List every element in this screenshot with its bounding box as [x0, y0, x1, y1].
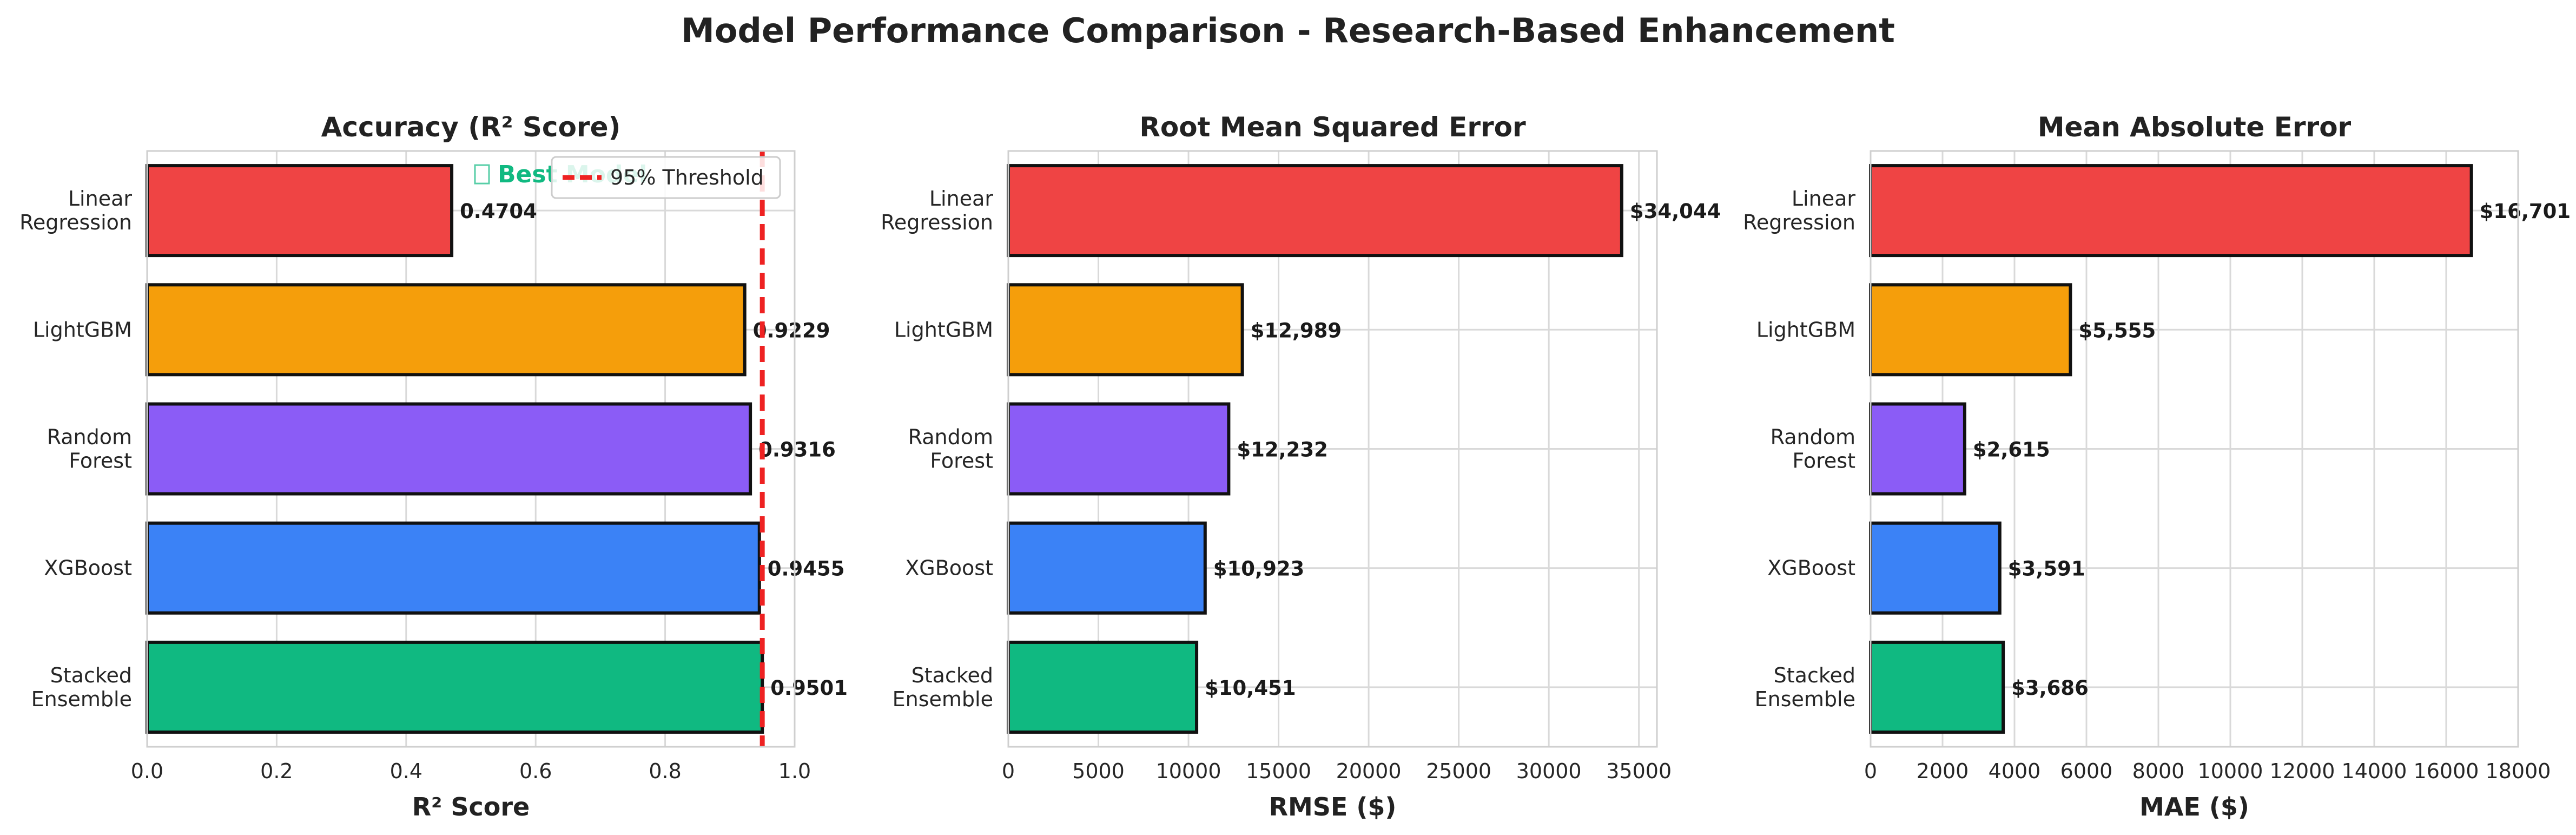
- chart1-xtick-label-2: 0.4: [390, 759, 422, 783]
- chart1-bar-xgboost: [146, 521, 761, 615]
- chart1-category-label-lightgbm: LightGBM: [33, 318, 132, 341]
- chart2-value-label-stacked-ensemble: $10,451: [1205, 676, 1296, 700]
- chart2-xtick-label-2: 10000: [1156, 759, 1221, 783]
- chart1-trophy-icon: [474, 164, 490, 185]
- chart2-bar-xgboost: [1007, 521, 1207, 615]
- chart2-value-label-linear-regression: $34,044: [1630, 200, 1721, 223]
- chart3-xtick-label-2: 4000: [1989, 759, 2041, 783]
- chart3-bar-stacked-ensemble: [1869, 640, 2005, 734]
- chart2-category-label-stacked-ensemble: Stacked Ensemble: [893, 663, 993, 711]
- chart2-bar-random-forest: [1007, 402, 1231, 496]
- chart2-bar-lightgbm: [1007, 283, 1244, 377]
- chart2-xtick-label-1: 5000: [1072, 759, 1125, 783]
- chart1-xtick-label-1: 0.2: [260, 759, 293, 783]
- chart1-category-label-stacked-ensemble: Stacked Ensemble: [31, 663, 132, 711]
- figure-title: Model Performance Comparison - Research-…: [681, 11, 1895, 50]
- chart1-legend-label: 95% Threshold: [610, 166, 764, 189]
- chart1-bar-random-forest: [146, 402, 752, 496]
- chart3-xtick-label-8: 16000: [2414, 759, 2479, 783]
- chart2-xaxis-label: RMSE ($): [1269, 792, 1397, 821]
- chart1-value-label-random-forest: 0.9316: [758, 438, 836, 462]
- chart3-xtick-label-7: 14000: [2342, 759, 2407, 783]
- chart3-category-label-linear-regression: Linear Regression: [1743, 187, 1855, 234]
- chart1-legend-box: [551, 156, 781, 199]
- chart3-xaxis-label: MAE ($): [2139, 792, 2249, 821]
- chart2-bar-linear-regression: [1007, 164, 1623, 258]
- chart2-value-label-lightgbm: $12,989: [1251, 319, 1342, 342]
- chart3-xtick-label-4: 8000: [2132, 759, 2185, 783]
- chart2-value-label-random-forest: $12,232: [1237, 438, 1328, 462]
- chart3-value-label-random-forest: $2,615: [1973, 438, 2050, 462]
- chart2-xtick-label-6: 30000: [1516, 759, 1582, 783]
- chart3-xtick-label-9: 18000: [2486, 759, 2551, 783]
- chart3-bar-linear-regression: [1869, 164, 2473, 258]
- chart2-xtick-label-5: 25000: [1426, 759, 1491, 783]
- chart2-plot-frame: [1007, 150, 1658, 748]
- chart1-xtick-label-3: 0.6: [519, 759, 552, 783]
- chart2-value-label-xgboost: $10,923: [1213, 557, 1305, 581]
- chart3-bar-xgboost: [1869, 521, 2002, 615]
- chart1-bar-linear-regression: [146, 164, 454, 258]
- chart3-xtick-label-0: 0: [1864, 759, 1877, 783]
- chart3-category-label-stacked-ensemble: Stacked Ensemble: [1755, 663, 1855, 711]
- chart2-xtick-label-4: 20000: [1336, 759, 1402, 783]
- chart3-xtick-label-1: 2000: [1917, 759, 1969, 783]
- chart3-value-label-xgboost: $3,591: [2008, 557, 2085, 581]
- chart1-category-label-random-forest: Random Forest: [47, 425, 132, 473]
- chart3-xtick-label-5: 10000: [2198, 759, 2263, 783]
- chart1-xtick-label-4: 0.8: [649, 759, 681, 783]
- chart3-value-label-stacked-ensemble: $3,686: [2011, 676, 2089, 700]
- chart3-category-label-xgboost: XGBoost: [1767, 556, 1855, 580]
- chart1-category-label-xgboost: XGBoost: [44, 556, 132, 580]
- chart3-category-label-lightgbm: LightGBM: [1756, 318, 1855, 341]
- chart3-plot-frame: [1870, 150, 2519, 748]
- chart1-xtick-label-5: 1.0: [778, 759, 811, 783]
- chart2-bar-stacked-ensemble: [1007, 640, 1199, 734]
- chart3-category-label-random-forest: Random Forest: [1771, 425, 1855, 473]
- chart2-title: Root Mean Squared Error: [1139, 111, 1526, 143]
- chart1-xtick-label-0: 0.0: [131, 759, 163, 783]
- chart3-xtick-label-6: 12000: [2270, 759, 2335, 783]
- chart1-xaxis-label: R² Score: [412, 792, 530, 821]
- chart3-xtick-label-3: 6000: [2060, 759, 2113, 783]
- chart1-value-label-linear-regression: 0.4704: [460, 200, 537, 223]
- chart1-value-label-stacked-ensemble: 0.9501: [770, 676, 848, 700]
- chart2-category-label-xgboost: XGBoost: [905, 556, 993, 580]
- chart2-category-label-random-forest: Random Forest: [908, 425, 993, 473]
- chart3-title: Mean Absolute Error: [2038, 111, 2352, 143]
- chart1-value-label-xgboost: 0.9455: [768, 557, 845, 581]
- chart1-bar-lightgbm: [146, 283, 747, 377]
- chart2-xtick-label-0: 0: [1002, 759, 1015, 783]
- chart1-bar-stacked-ensemble: [146, 640, 764, 734]
- chart3-value-label-linear-regression: $16,701: [2480, 200, 2571, 223]
- chart2-xtick-label-7: 35000: [1606, 759, 1672, 783]
- chart1-category-label-linear-regression: Linear Regression: [19, 187, 132, 234]
- chart1-title: Accuracy (R² Score): [321, 111, 621, 143]
- chart2-category-label-linear-regression: Linear Regression: [881, 187, 993, 234]
- chart3-bar-random-forest: [1869, 402, 1966, 496]
- chart1-value-label-lightgbm: 0.9229: [753, 319, 830, 342]
- chart1-plot-frame: [146, 150, 796, 748]
- chart3-value-label-lightgbm: $5,555: [2078, 319, 2156, 342]
- chart2-category-label-lightgbm: LightGBM: [894, 318, 993, 341]
- chart3-bar-lightgbm: [1869, 283, 2072, 377]
- chart2-xtick-label-3: 15000: [1246, 759, 1311, 783]
